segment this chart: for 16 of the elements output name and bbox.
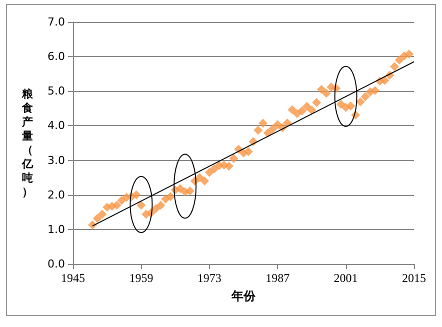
x-tick-label: 1959 [129, 271, 154, 285]
x-tick-label: 2001 [334, 271, 358, 285]
x-tick-label: 1987 [266, 271, 290, 285]
y-tick-label: 7.0 [48, 16, 65, 28]
y-tick-label: 1.0 [48, 222, 65, 236]
y-tick-label: 2.0 [48, 188, 65, 202]
x-tick-label: 1945 [61, 271, 85, 285]
y-tick-label: 4.0 [48, 119, 65, 132]
x-tick-label: 2015 [402, 271, 426, 285]
y-tick-label: 0.0 [48, 258, 65, 270]
y-tick-label: 3.0 [48, 154, 65, 167]
x-tick-label: 1973 [197, 271, 222, 285]
y-tick-label: 6.0 [48, 50, 65, 64]
x-axis-title: 年份 [230, 289, 256, 303]
y-tick-label: 5.0 [48, 84, 65, 98]
y-axis-title: 粮食产量（亿吨） [21, 88, 34, 198]
